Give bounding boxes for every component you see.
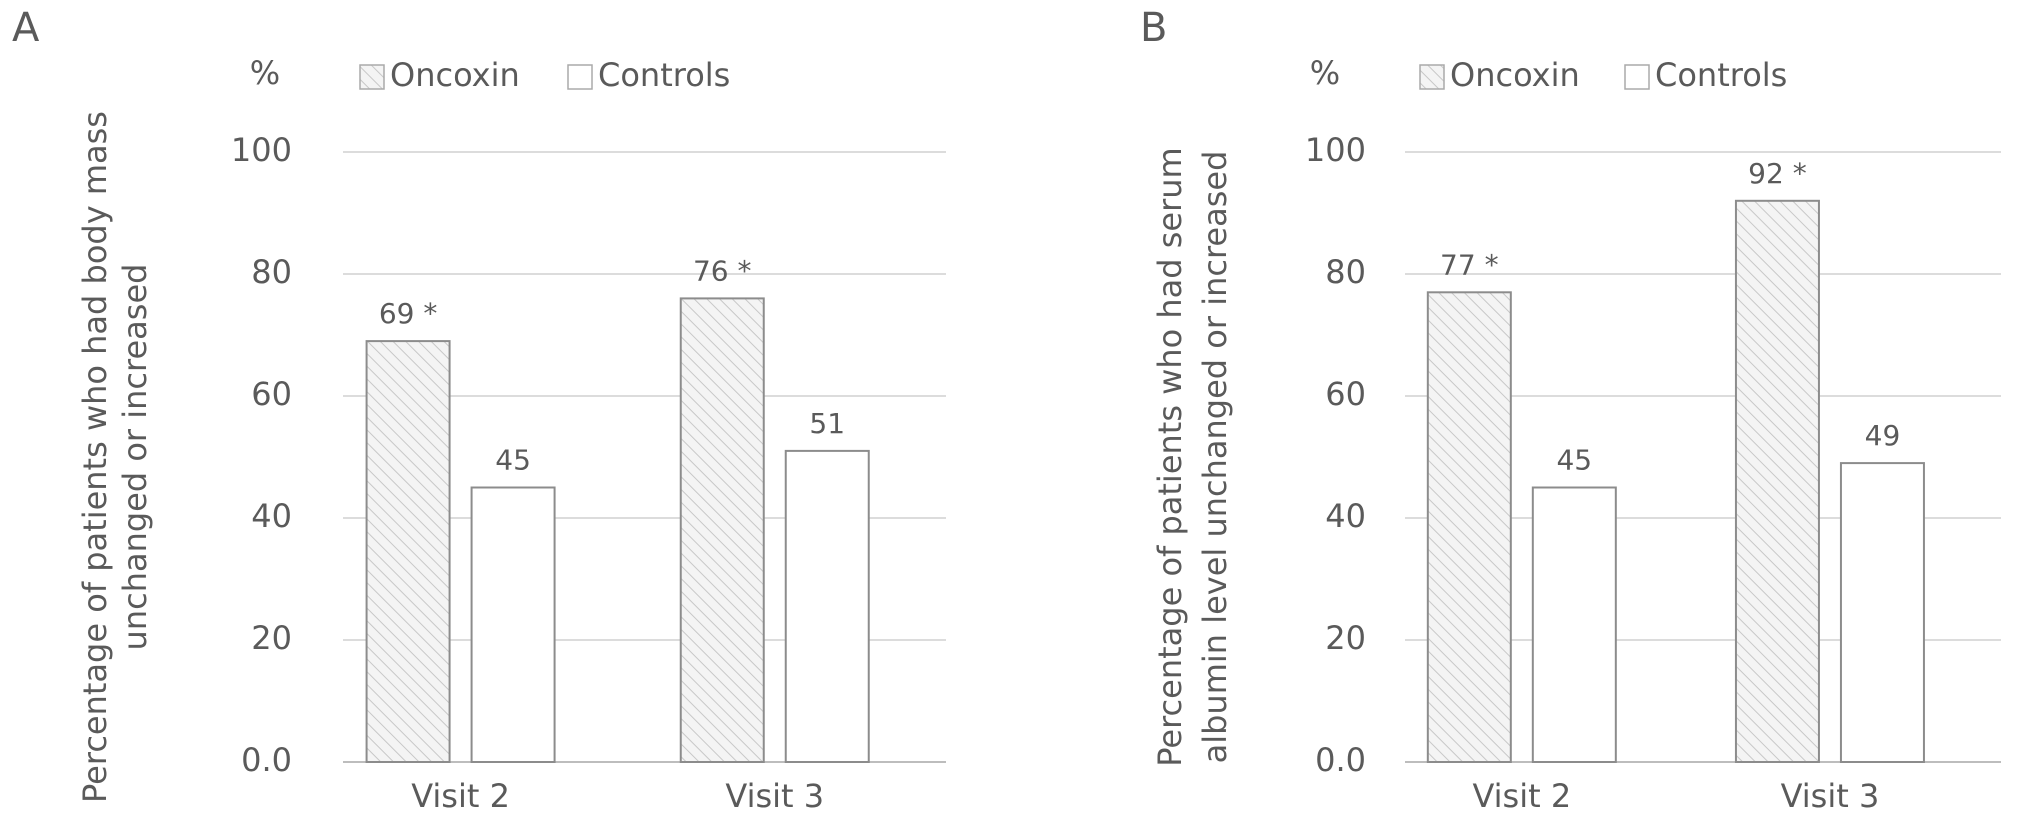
panel-label: B [1140,5,1167,51]
y-axis-label: unchanged or increased [116,264,154,651]
x-tick-label: Visit 2 [1472,777,1571,815]
y-tick-label: 60 [1325,375,1366,413]
legend-label: Oncoxin [1450,56,1580,94]
legend-swatch [1419,64,1445,90]
value-label: 45 [1556,444,1592,477]
y-tick-label: 40 [1325,497,1366,535]
y-tick-label: 100 [1305,131,1366,169]
y-tick-label: 20 [251,619,292,657]
bar [1839,462,1925,763]
value-label: 51 [809,407,845,440]
value-label: 77 * [1440,248,1499,281]
bar [365,340,451,763]
legend-label: Controls [1655,56,1787,94]
value-label: 45 [495,444,531,477]
y-unit: % [250,54,280,92]
bar [470,486,556,763]
y-tick-label: 40 [251,497,292,535]
y-tick-label: 0.0 [1315,741,1366,779]
y-axis-label: albumin level unchanged or increased [1196,151,1234,764]
legend-swatch [567,64,593,90]
bar [1531,486,1617,763]
legend-swatch [359,64,385,90]
value-label: 69 * [379,297,438,330]
legend-label: Controls [598,56,730,94]
x-tick-label: Visit 3 [725,777,824,815]
y-tick-label: 80 [1325,253,1366,291]
bar [1426,291,1512,763]
y-axis-label: Percentage of patients who had serum [1151,147,1189,766]
value-label: 76 * [693,254,752,287]
value-label: 92 * [1748,157,1807,190]
bar [679,297,765,763]
y-tick-label: 0.0 [241,741,292,779]
legend-swatch [1624,64,1650,90]
value-label: 49 [1865,419,1901,452]
y-tick-label: 80 [251,253,292,291]
x-tick-label: Visit 2 [411,777,510,815]
y-tick-label: 100 [231,131,292,169]
y-unit: % [1310,54,1340,92]
legend-label: Oncoxin [390,56,520,94]
y-tick-label: 60 [251,375,292,413]
x-tick-label: Visit 3 [1781,777,1880,815]
panel-label: A [12,5,40,51]
bar [784,449,870,763]
y-axis-label: Percentage of patients who had body mass [76,111,114,803]
bar [1734,199,1820,764]
y-tick-label: 20 [1325,619,1366,657]
